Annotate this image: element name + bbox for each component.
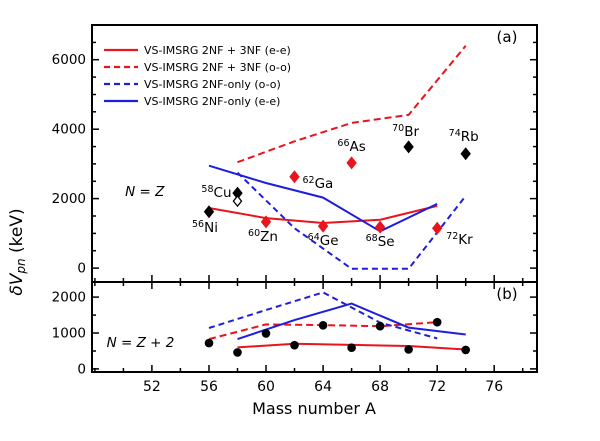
y-tick-label-4000: 4000 — [52, 122, 86, 138]
panel-b-ticks — [92, 282, 537, 372]
x-tick-label-52: 52 — [143, 379, 161, 395]
series-line-vs-imsrg-2nf-only-o-o- — [208, 291, 438, 340]
nuclide-label-64Ge: 64Ge — [308, 232, 339, 249]
annotation-b: N = Z + 2 — [107, 335, 175, 351]
panel-b-frame — [91, 281, 538, 373]
legend: VS-IMSRG 2NF + 3NF (e-e) VS-IMSRG 2NF + 3… — [104, 44, 291, 108]
marker-74Rb — [460, 147, 471, 161]
y-axis-title: δVpn (keV) — [7, 208, 28, 295]
x-tick-label-56: 56 — [200, 379, 218, 395]
marker-66As — [346, 156, 357, 170]
legend-label-3: VS-IMSRG 2NF-only (e-e) — [144, 95, 280, 108]
marker-circle-56 — [204, 338, 214, 348]
annotation-a: N = Z — [125, 184, 165, 200]
marker-60Zn — [260, 215, 272, 229]
marker-68Se — [374, 220, 386, 234]
panel-a-y-tick-labels: 0 2000 4000 6000 — [52, 52, 86, 276]
y-tick-label-0: 0 — [77, 261, 86, 277]
y-tick-label-1000: 1000 — [52, 326, 86, 342]
y-tick-label-2000: 2000 — [52, 191, 86, 207]
nuclide-label-56Ni: 56Ni — [192, 219, 218, 236]
panel-a-points: 56Ni 58Cu 60Zn 62Ga 64Ge 66As 68Se 70Br 72Kr 74Rb — [192, 123, 479, 250]
marker-circle-74 — [461, 345, 471, 355]
marker-circle-64 — [318, 321, 328, 330]
marker-open-diamond-58 — [232, 194, 243, 208]
series-line-vs-imsrg-2nf-only-e-e- — [208, 164, 438, 233]
nuclide-label-58Cu: 58Cu — [201, 184, 231, 201]
x-tick-label-64: 64 — [314, 379, 332, 395]
nuclide-label-60Zn: 60Zn — [248, 228, 278, 245]
panel-label-b: (b) — [496, 285, 517, 303]
marker-circle-68 — [375, 321, 385, 331]
marker-circle-66 — [347, 343, 356, 353]
nuclide-label-72Kr: 72Kr — [446, 231, 473, 248]
nuclide-label-74Rb: 74Rb — [449, 128, 479, 145]
nuclide-label-68Se: 68Se — [366, 233, 395, 250]
series-line-vs-imsrg-2nf-only-e-e- — [237, 302, 466, 341]
marker-64Ge — [317, 219, 329, 233]
panel-b-y-tick-labels: 0 1000 2000 — [52, 290, 86, 378]
x-tick-label-72: 72 — [428, 379, 446, 395]
panel-label-a: (a) — [497, 28, 518, 46]
panel-a: 0 2000 4000 6000 56Ni 58Cu 60Zn 62Ga 64Ge 66As 68S… — [52, 24, 538, 283]
y-tick-label-2000: 2000 — [52, 290, 86, 306]
nuclide-label-66As: 66As — [337, 138, 365, 155]
nuclide-label-62Ga: 62Ga — [303, 175, 334, 192]
marker-70Br — [403, 140, 414, 154]
marker-circle-70 — [404, 345, 413, 354]
x-axis-title: Mass number A — [252, 399, 376, 418]
marker-72Kr — [432, 221, 443, 235]
x-tick-label-68: 68 — [371, 379, 389, 395]
y-tick-label-0: 0 — [77, 361, 86, 377]
marker-58Cu — [232, 186, 243, 200]
marker-circle-58 — [233, 348, 242, 357]
marker-circle-72 — [432, 317, 442, 327]
legend-label-1: VS-IMSRG 2NF + 3NF (o-o) — [144, 61, 291, 74]
nuclide-label-70Br: 70Br — [392, 123, 419, 140]
x-tick-label-76: 76 — [485, 379, 503, 395]
marker-circle-60 — [261, 329, 271, 338]
legend-label-2: VS-IMSRG 2NF-only (o-o) — [144, 78, 281, 91]
series-line-vs-imsrg-2nf-only-o-o- — [236, 171, 467, 270]
marker-circle-62 — [290, 340, 299, 350]
legend-label-0: VS-IMSRG 2NF + 3NF (e-e) — [144, 44, 291, 57]
marker-56Ni — [203, 205, 215, 219]
x-tick-labels: 52 56 60 64 68 72 76 — [143, 379, 503, 395]
panel-b-points — [204, 317, 471, 357]
panel-b: 0 1000 2000 N = Z + 2 (b) — [52, 281, 538, 378]
marker-62Ga — [289, 170, 300, 184]
x-tick-label-60: 60 — [257, 379, 275, 395]
y-tick-label-6000: 6000 — [52, 52, 86, 68]
